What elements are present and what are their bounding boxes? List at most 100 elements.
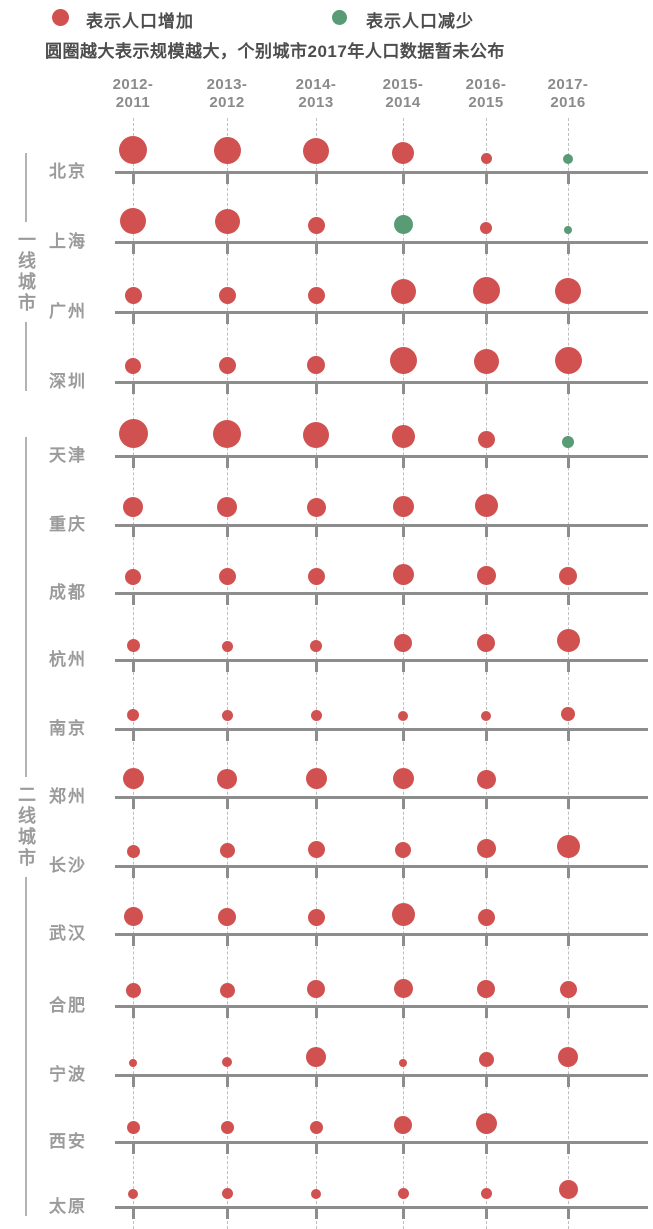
legend-increase-dot-icon — [52, 9, 69, 26]
column-header: 2015- 2014 — [382, 76, 424, 111]
axis-tick — [226, 384, 229, 394]
axis-tick — [226, 868, 229, 878]
population-bubble-increase — [561, 707, 575, 721]
population-bubble-increase — [219, 983, 235, 998]
axis-tick — [132, 936, 135, 946]
population-bubble-increase — [394, 1116, 412, 1134]
population-bubble-increase — [214, 209, 240, 234]
axis-tick — [315, 458, 318, 468]
population-bubble-increase — [129, 1059, 137, 1067]
population-bubble-increase — [221, 641, 233, 652]
axis-tick — [402, 595, 405, 605]
axis-tick — [402, 1144, 405, 1154]
group-bracket-line — [25, 437, 27, 777]
axis-tick — [567, 384, 570, 394]
population-bubble-increase — [306, 1047, 326, 1067]
axis-tick — [315, 527, 318, 537]
row-axis-line — [115, 1141, 648, 1144]
axis-tick — [226, 1144, 229, 1154]
population-bubble-increase — [556, 835, 580, 858]
population-bubble-increase — [303, 138, 329, 164]
population-bubble-increase — [473, 349, 499, 374]
group-label: 一线城市 — [16, 230, 36, 314]
population-bubble-increase — [475, 1113, 497, 1134]
axis-tick — [567, 314, 570, 324]
axis-tick — [485, 1144, 488, 1154]
column-grid-line — [227, 118, 228, 1229]
population-bubble-increase — [392, 564, 414, 585]
axis-tick — [485, 595, 488, 605]
population-bubble-increase — [122, 768, 144, 789]
axis-tick — [132, 1144, 135, 1154]
axis-tick — [402, 174, 405, 184]
group-bracket-line — [25, 153, 27, 222]
column-grid-line — [133, 118, 134, 1229]
population-bubble-increase — [480, 222, 492, 234]
axis-tick — [132, 314, 135, 324]
axis-tick — [132, 458, 135, 468]
population-bubble-increase — [120, 208, 146, 234]
axis-tick — [226, 595, 229, 605]
column-grid-line — [403, 118, 404, 1229]
population-bubble-increase — [477, 980, 495, 998]
population-bubble-increase — [395, 842, 411, 858]
axis-tick — [315, 1077, 318, 1087]
population-bubble-increase — [126, 1121, 140, 1134]
axis-tick — [567, 799, 570, 809]
axis-tick — [226, 527, 229, 537]
row-axis-line — [115, 592, 648, 595]
population-bubble-increase — [393, 979, 413, 998]
population-bubble-increase — [390, 279, 416, 304]
population-bubble-increase — [556, 629, 580, 652]
population-bubble-increase — [306, 498, 326, 517]
row-axis-line — [115, 311, 648, 314]
population-bubble-increase — [307, 568, 325, 585]
axis-tick — [485, 314, 488, 324]
row-axis-line — [115, 455, 648, 458]
group-bracket-line — [25, 322, 27, 391]
column-header: 2016- 2015 — [465, 76, 507, 111]
axis-tick — [402, 458, 405, 468]
population-bubble-increase — [307, 909, 325, 926]
population-bubble-increase — [392, 142, 414, 164]
city-label: 成都 — [49, 583, 87, 602]
axis-tick — [226, 799, 229, 809]
axis-tick — [226, 1209, 229, 1219]
group-label: 二线城市 — [16, 784, 36, 869]
column-header: 2012- 2011 — [112, 76, 154, 111]
row-axis-line — [115, 241, 648, 244]
population-bubble-increase — [307, 217, 325, 234]
axis-tick — [402, 1008, 405, 1018]
city-label: 太原 — [49, 1197, 87, 1216]
population-bubble-increase — [474, 494, 498, 517]
axis-tick — [315, 595, 318, 605]
axis-tick — [567, 731, 570, 741]
population-bubble-increase — [126, 845, 140, 858]
axis-tick — [402, 731, 405, 741]
population-bubble-increase — [399, 1059, 407, 1067]
axis-tick — [402, 799, 405, 809]
population-bubble-increase — [213, 137, 241, 164]
population-bubble-increase — [217, 497, 237, 517]
axis-tick — [567, 244, 570, 254]
row-axis-line — [115, 728, 648, 731]
population-bubble-increase — [559, 981, 577, 998]
axis-tick — [315, 868, 318, 878]
population-bubble-increase — [213, 420, 241, 448]
axis-tick — [485, 731, 488, 741]
population-bubble-increase — [219, 843, 235, 858]
column-header: 2014- 2013 — [295, 76, 337, 111]
population-bubble-increase — [389, 347, 417, 374]
population-bubble-increase — [397, 1188, 409, 1199]
population-bubble-increase — [307, 356, 325, 374]
axis-tick — [226, 314, 229, 324]
axis-tick — [315, 799, 318, 809]
population-bubble-decrease — [564, 226, 572, 234]
population-bubble-increase — [391, 903, 415, 926]
row-axis-line — [115, 381, 648, 384]
axis-tick — [485, 868, 488, 878]
population-bubble-increase — [218, 287, 236, 304]
axis-tick — [315, 662, 318, 672]
axis-tick — [315, 174, 318, 184]
axis-tick — [132, 174, 135, 184]
